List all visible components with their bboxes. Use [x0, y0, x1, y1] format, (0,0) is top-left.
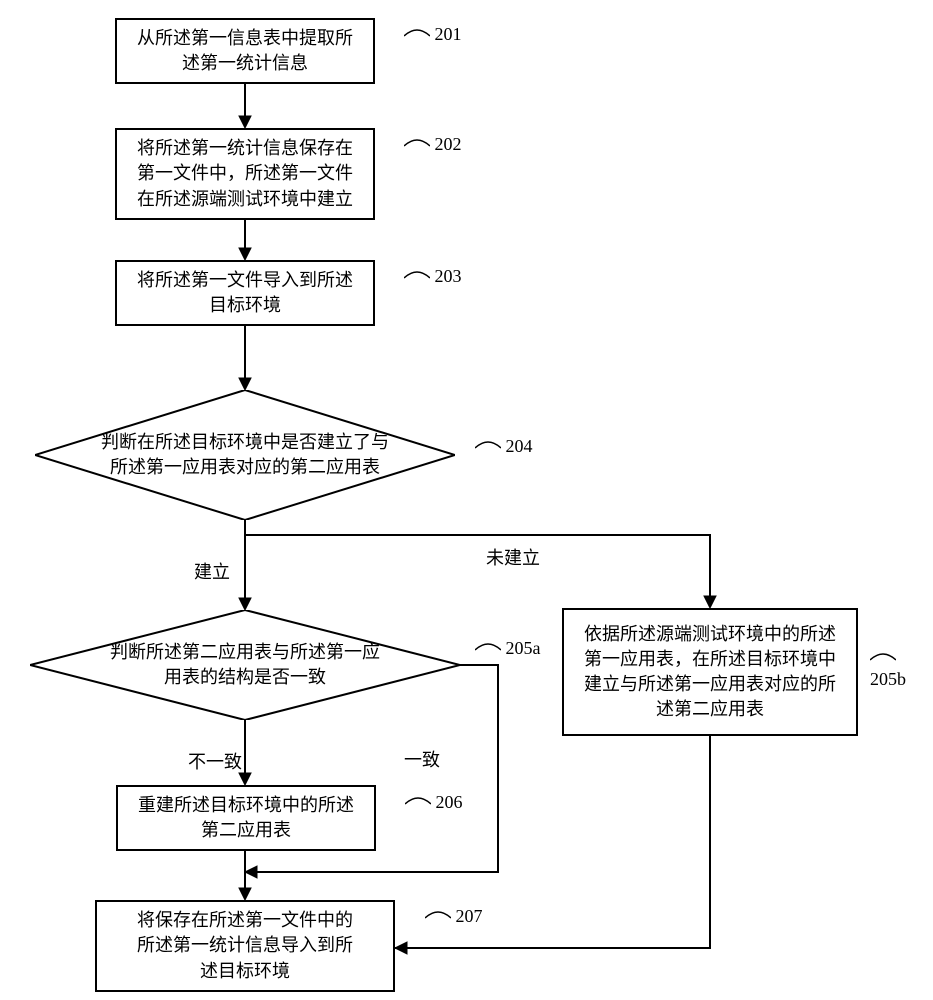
- edge-label-notbuilt: 未建立: [486, 544, 540, 570]
- node-207: 将保存在所述第一文件中的所述第一统计信息导入到所述目标环境: [95, 900, 395, 992]
- step-label-206-text: 206: [436, 792, 463, 812]
- node-203: 将所述第一文件导入到所述目标环境: [115, 260, 375, 326]
- node-206: 重建所述目标环境中的所述第二应用表: [116, 785, 376, 851]
- flowchart-canvas: 从所述第一信息表中提取所述第一统计信息 201 将所述第一统计信息保存在第一文件…: [0, 0, 933, 1000]
- edge-label-nomatch: 不一致: [188, 748, 242, 774]
- step-label-201: 201: [404, 24, 462, 45]
- node-205a: 判断所述第二应用表与所述第一应用表的结构是否一致: [30, 610, 460, 720]
- step-label-203: 203: [404, 266, 462, 287]
- edge-label-match: 一致: [404, 746, 440, 772]
- node-202-text: 将所述第一统计信息保存在第一文件中，所述第一文件在所述源端测试环境中建立: [137, 136, 353, 212]
- step-label-203-text: 203: [435, 266, 462, 286]
- step-label-204: 204: [475, 436, 533, 457]
- step-label-207-text: 207: [456, 906, 483, 926]
- node-201: 从所述第一信息表中提取所述第一统计信息: [115, 18, 375, 84]
- node-205a-text: 判断所述第二应用表与所述第一应用表的结构是否一致: [110, 640, 380, 690]
- step-label-202: 202: [404, 134, 462, 155]
- node-203-text: 将所述第一文件导入到所述目标环境: [137, 268, 353, 318]
- step-label-205a-text: 205a: [506, 638, 541, 658]
- step-label-207: 207: [425, 906, 483, 927]
- edge-label-built: 建立: [194, 558, 230, 584]
- step-label-206: 206: [405, 792, 463, 813]
- node-206-text: 重建所述目标环境中的所述第二应用表: [138, 793, 354, 843]
- step-label-205b-text: 205b: [870, 669, 906, 689]
- node-204-text: 判断在所述目标环境中是否建立了与所述第一应用表对应的第二应用表: [101, 430, 389, 480]
- step-label-202-text: 202: [435, 134, 462, 154]
- step-label-201-text: 201: [435, 24, 462, 44]
- step-label-205b: 205b: [870, 648, 933, 690]
- step-label-204-text: 204: [506, 436, 533, 456]
- node-205b-text: 依据所述源端测试环境中的所述第一应用表，在所述目标环境中建立与所述第一应用表对应…: [584, 622, 836, 723]
- node-205b: 依据所述源端测试环境中的所述第一应用表，在所述目标环境中建立与所述第一应用表对应…: [562, 608, 858, 736]
- node-201-text: 从所述第一信息表中提取所述第一统计信息: [137, 26, 353, 76]
- node-207-text: 将保存在所述第一文件中的所述第一统计信息导入到所述目标环境: [137, 908, 353, 984]
- step-label-205a: 205a: [475, 638, 541, 659]
- node-204: 判断在所述目标环境中是否建立了与所述第一应用表对应的第二应用表: [35, 390, 455, 520]
- node-202: 将所述第一统计信息保存在第一文件中，所述第一文件在所述源端测试环境中建立: [115, 128, 375, 220]
